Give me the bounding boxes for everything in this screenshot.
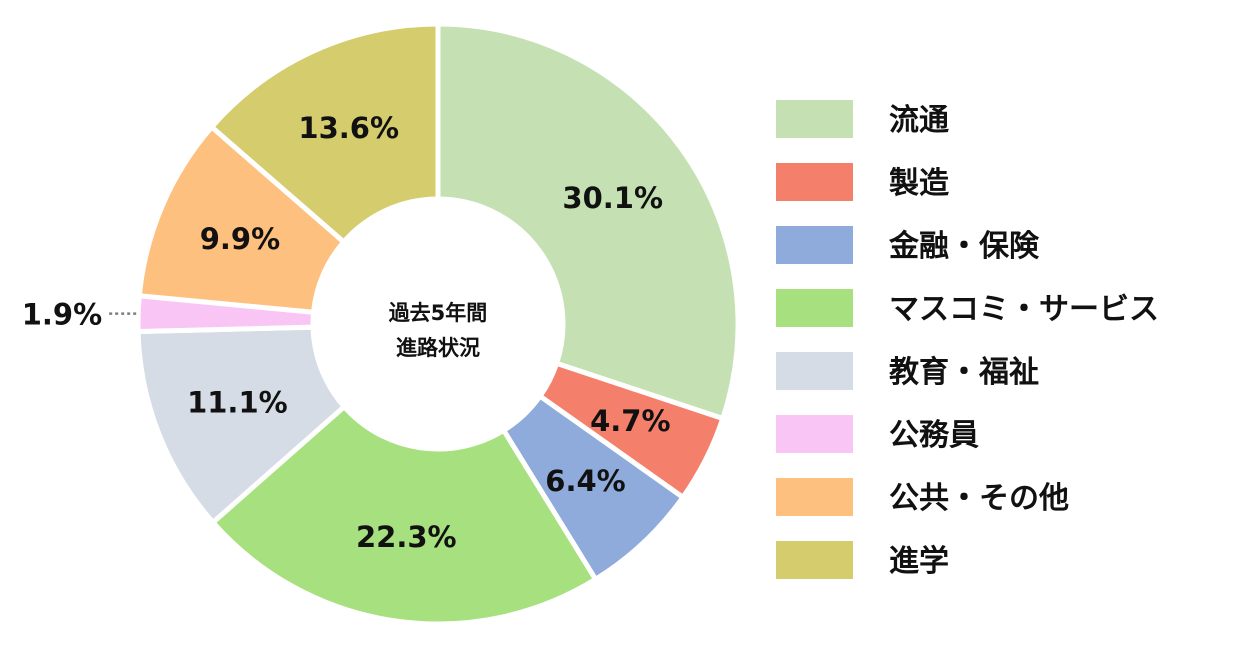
legend-swatch [776, 163, 853, 201]
slice-8 [208, 21, 441, 246]
legend-label: 流通 [889, 103, 949, 138]
center-label-line-2: 進路状況 [396, 336, 480, 360]
legend-label: 教育・福祉 [889, 355, 1039, 390]
legend-swatch [776, 478, 853, 516]
legend-item: マスコミ・サービス [776, 289, 1159, 327]
donut-center: 過去5年間 進路状況 [389, 301, 488, 360]
legend-item: 公務員 [776, 415, 979, 453]
slice-1 [435, 21, 741, 422]
slice-value-label: 30.1% [562, 181, 663, 215]
slice-value-label: 22.3% [356, 520, 457, 554]
legend-swatch [776, 100, 853, 138]
legend-item: 金融・保険 [776, 226, 1040, 264]
legend-label: 進学 [889, 544, 949, 579]
slice-value-label: 4.7% [590, 404, 670, 438]
legend-swatch [776, 541, 853, 579]
legend-swatch [776, 289, 853, 327]
slice-value-label: 6.4% [545, 464, 625, 498]
legend-swatch [776, 226, 853, 264]
slice-labels: 30.1% 4.7% 6.4% 22.3% 11.1% 1.9% 9.9% 13.6% [22, 111, 671, 554]
center-label-line-1: 過去5年間 [389, 301, 488, 325]
slice-value-label: 1.9% [22, 298, 102, 332]
legend-item: 教育・福祉 [776, 352, 1039, 390]
legend-item: 製造 [776, 163, 949, 201]
legend-item: 公共・その他 [776, 478, 1069, 516]
legend-label: 公務員 [889, 418, 979, 453]
slice-value-label: 9.9% [200, 222, 280, 256]
legend-item: 流通 [776, 100, 949, 138]
legend-item: 進学 [776, 541, 949, 579]
legend-swatch [776, 415, 853, 453]
legend-label: マスコミ・サービス [889, 292, 1159, 327]
slice-value-label: 13.6% [298, 111, 399, 145]
slice-5 [135, 324, 348, 526]
legend-label: 金融・保険 [888, 229, 1040, 264]
legend-label: 公共・その他 [889, 481, 1069, 516]
slice-4 [209, 403, 599, 627]
donut-slices [135, 21, 741, 627]
legend-label: 製造 [889, 166, 949, 201]
slice-value-label: 11.1% [187, 386, 288, 420]
legend-swatch [776, 352, 853, 390]
